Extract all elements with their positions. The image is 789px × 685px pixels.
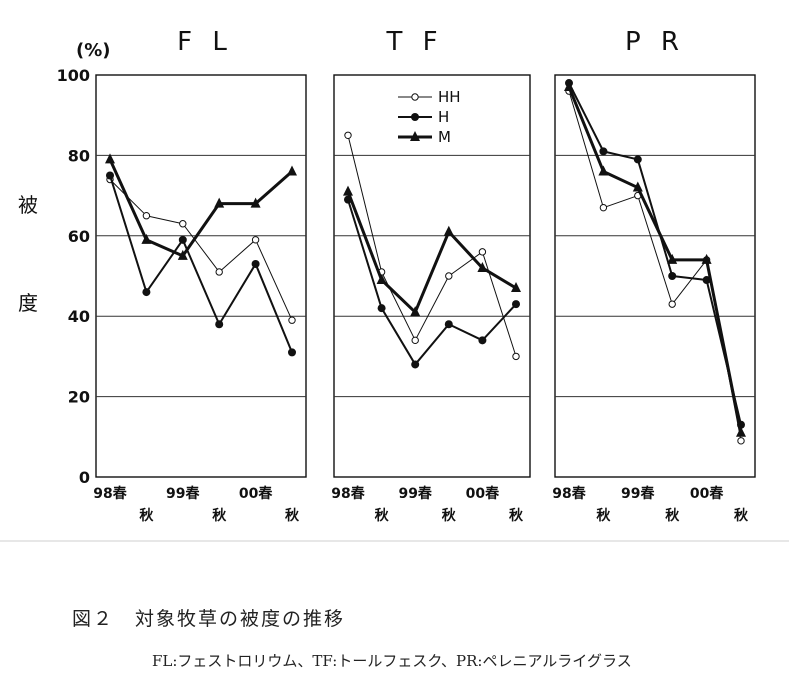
panel-1-series-H-point-3 xyxy=(215,320,224,329)
unit-label: (%) xyxy=(76,40,111,61)
legend-marker-M xyxy=(410,131,420,141)
legend-marker-HH xyxy=(411,93,419,101)
panel-3-series-HH-point-3 xyxy=(668,300,676,308)
panel-3-series-H-point-4 xyxy=(702,276,711,285)
panel-2-series-H-point-1 xyxy=(377,304,386,313)
panel-3-series-M-point-4 xyxy=(701,253,712,264)
panel-1-x-tick-label-1: 秋 xyxy=(139,507,154,524)
panel-1-x-tick-label-0: 98春 xyxy=(93,485,127,502)
panel-1-x-tick-label-3: 秋 xyxy=(212,507,227,524)
panel-1-title: F L xyxy=(177,27,233,57)
y-tick-label-0: 0 xyxy=(79,468,90,487)
panel-3-series-M-point-5 xyxy=(736,426,746,437)
panel-3-series-HH-point-1 xyxy=(599,203,608,212)
y-axis-label-char-1: 被 xyxy=(18,193,38,217)
panel-2-series-H-line xyxy=(347,199,517,366)
panel-1-series-H-point-2 xyxy=(178,235,187,244)
panel-3-series-H-line xyxy=(568,82,742,425)
figure-caption-note: FL:フェストロリウム、TF:トールフェスク、PR:ペレニアルライグラス xyxy=(152,652,632,670)
panel-3-series-H-point-3 xyxy=(668,272,677,280)
panel-3-series-H-point-2 xyxy=(633,155,642,164)
panel-1-series-H-point-5 xyxy=(288,348,296,357)
panel-1-series-M-point-5 xyxy=(287,165,297,176)
panel-1-series-M-point-3 xyxy=(214,197,225,208)
panel-2-x-tick-label-5: 秋 xyxy=(509,507,524,524)
panel-3-series-M-point-3 xyxy=(667,253,678,264)
panel-3-x-tick-label-1: 秋 xyxy=(596,507,611,524)
panel-1-series-H-point-4 xyxy=(251,259,260,268)
panel-3-series-M-point-1 xyxy=(598,165,609,176)
panel-1-series-HH-point-4 xyxy=(251,236,260,244)
panel-3-series-H-point-1 xyxy=(599,147,608,156)
figure-caption-title: 図２ 対象牧草の被度の推移 xyxy=(72,608,346,630)
panel-2-series-M-point-0 xyxy=(343,185,353,196)
panel-1-series-M-point-2 xyxy=(177,249,188,260)
panel-2-series-H-point-3 xyxy=(444,320,453,329)
panel-3-x-tick-label-0: 98春 xyxy=(552,485,586,502)
panel-2-series-HH-point-3 xyxy=(445,272,453,280)
panel-2-x-tick-label-2: 99春 xyxy=(398,485,432,502)
panel-1-x-tick-label-5: 秋 xyxy=(285,507,300,524)
panel-3-title: P R xyxy=(625,27,685,57)
panel-2-series-M-line xyxy=(346,191,517,314)
panel-2-series-HH-point-0 xyxy=(344,131,352,140)
y-tick-label-60: 60 xyxy=(68,227,90,246)
panel-1-series-H-point-1 xyxy=(142,288,151,297)
panel-2-x-tick-label-0: 98春 xyxy=(331,485,365,502)
panel-3-series-M-line xyxy=(567,86,743,434)
panel-1-series-HH-point-5 xyxy=(288,316,296,324)
legend-label-M: M xyxy=(438,128,451,146)
panel-1-series-M-point-0 xyxy=(105,153,115,164)
panel-2-frame xyxy=(333,74,531,478)
panel-2-series-M-point-4 xyxy=(477,261,488,272)
panel-2-series-HH-point-5 xyxy=(512,352,520,361)
panel-1-series-HH-point-1 xyxy=(142,212,151,220)
panel-3-series-HH-line xyxy=(568,90,742,441)
panel-1-series-M-line xyxy=(108,158,293,258)
panel-1-series-M-point-4 xyxy=(250,197,261,208)
panel-2-series-HH-line xyxy=(347,135,517,357)
panel-2-series-HH-point-4 xyxy=(478,248,487,256)
panel-2-title: T F xyxy=(385,27,443,57)
legend-label-HH: HH xyxy=(438,88,461,106)
legend-label-H: H xyxy=(438,108,449,126)
y-tick-label-80: 80 xyxy=(68,146,90,165)
y-axis-label-char-2: 度 xyxy=(18,291,38,315)
panel-2-series-M-point-3 xyxy=(443,225,454,236)
panel-2-x-tick-label-4: 00春 xyxy=(466,485,500,502)
panel-2-series-HH-point-2 xyxy=(411,336,419,345)
panel-1-series-HH-point-3 xyxy=(215,268,223,276)
panel-2-x-tick-label-1: 秋 xyxy=(375,507,390,524)
panel-3-x-tick-label-5: 秋 xyxy=(734,507,749,524)
panel-1-series-H-line xyxy=(109,175,293,353)
panel-2-series-M-point-5 xyxy=(511,282,521,293)
panel-3-x-tick-label-3: 秋 xyxy=(665,507,680,524)
panel-3-series-HH-point-5 xyxy=(737,437,745,445)
panel-3-x-tick-label-2: 99春 xyxy=(621,485,655,502)
panel-2-series-H-point-4 xyxy=(478,336,487,345)
y-tick-label-20: 20 xyxy=(68,388,90,407)
y-tick-label-100: 100 xyxy=(57,66,90,85)
panel-3-series-M-point-2 xyxy=(632,181,643,192)
panel-3-frame xyxy=(554,74,756,478)
panel-1-series-HH-line xyxy=(109,179,293,321)
y-tick-label-40: 40 xyxy=(68,307,90,326)
panel-3-x-tick-label-4: 00春 xyxy=(690,485,724,502)
panel-1-x-tick-label-4: 00春 xyxy=(239,485,273,502)
panel-2-x-tick-label-3: 秋 xyxy=(442,507,457,524)
panel-1-frame xyxy=(95,74,307,478)
panel-1-x-tick-label-2: 99春 xyxy=(166,485,200,502)
panel-2-series-H-point-2 xyxy=(411,360,420,369)
panel-3-series-M-point-0 xyxy=(564,81,574,92)
panel-1-series-HH-point-2 xyxy=(179,220,187,228)
panel-2-series-M-point-1 xyxy=(376,274,387,285)
legend-marker-H xyxy=(411,113,419,121)
panel-2-series-H-point-5 xyxy=(512,300,520,309)
panel-2-series-M-point-2 xyxy=(410,306,421,317)
panel-1-series-M-point-1 xyxy=(141,233,152,244)
panel-1-series-H-point-0 xyxy=(106,171,114,180)
